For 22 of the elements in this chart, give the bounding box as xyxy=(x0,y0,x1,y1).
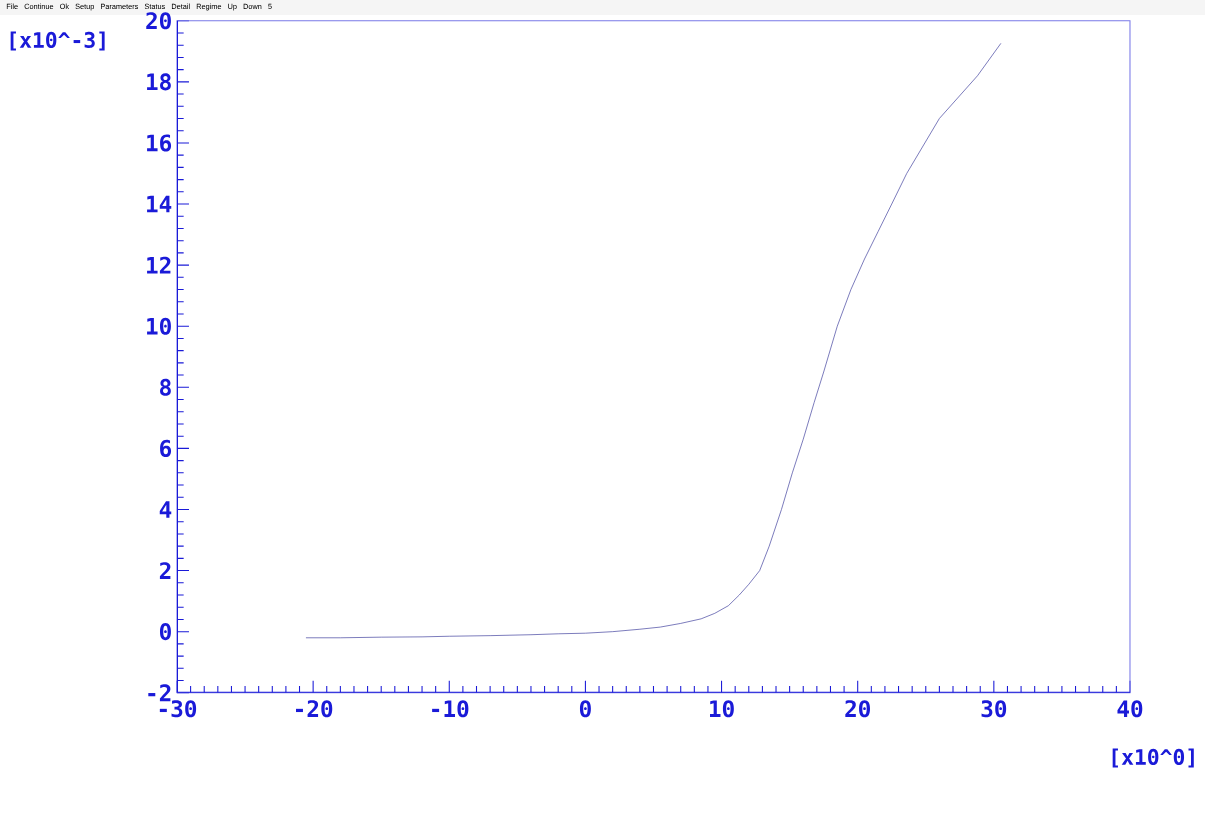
x-tick-label: -20 xyxy=(295,700,333,718)
y-tick-label: 14 xyxy=(147,195,172,213)
y-tick-label: 18 xyxy=(147,73,171,91)
y-tick-label: 16 xyxy=(147,134,172,152)
x-tick-label: 40 xyxy=(1117,700,1143,718)
y-tick-label: 6 xyxy=(160,439,172,457)
y-tick-label: 12 xyxy=(147,256,171,274)
y-tick-label: 10 xyxy=(147,317,171,335)
x-tick-label: 10 xyxy=(710,700,734,718)
x-tick-label: 20 xyxy=(845,700,870,718)
y-tick-label: 8 xyxy=(160,378,171,396)
y-axis-title: [x10^-3] xyxy=(10,31,105,51)
x-axis-title: [x10^0] xyxy=(1112,748,1194,768)
y-tick-label: -2 xyxy=(148,684,171,702)
y-tick-label: 4 xyxy=(159,501,172,518)
y-tick-label: 2 xyxy=(159,562,171,579)
x-tick-label: -10 xyxy=(432,700,469,718)
x-tick-label: -30 xyxy=(159,700,197,718)
x-tick-label: 0 xyxy=(579,700,591,718)
y-tick-label: 20 xyxy=(146,12,171,30)
x-tick-label: 30 xyxy=(981,700,1007,718)
y-tick-label: 0 xyxy=(159,623,171,641)
